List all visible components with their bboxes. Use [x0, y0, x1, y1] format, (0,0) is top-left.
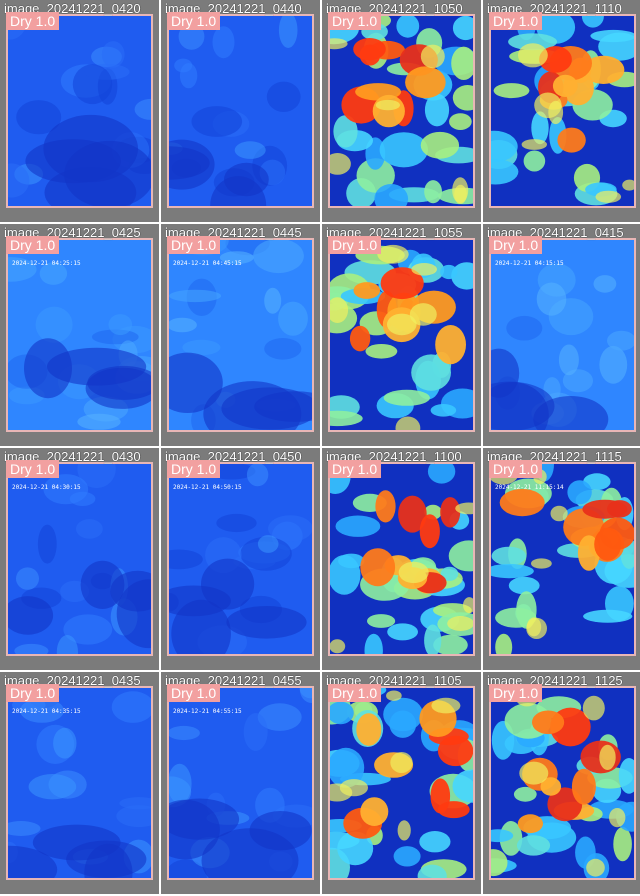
- image-timestamp: 2024-12-21 04:30:15: [12, 484, 81, 491]
- thermal-image: [167, 238, 314, 432]
- image-timestamp: 2024-12-21 04:50:15: [173, 484, 242, 491]
- image-timestamp: 2024-12-21 04:45:15: [173, 260, 242, 267]
- class-label-badge: Dry 1.0: [167, 460, 220, 478]
- image-tile[interactable]: image_20241221_0455 Dry 1.0 2024-12-21 04:…: [161, 672, 320, 894]
- class-label-badge: Dry 1.0: [489, 460, 542, 478]
- image-tile[interactable]: image_20241221_0440 Dry 1.0: [161, 0, 320, 222]
- thermal-image: [328, 238, 475, 432]
- thermal-image: [489, 14, 636, 208]
- class-label-badge: Dry 1.0: [489, 684, 542, 702]
- class-label-badge: Dry 1.0: [328, 684, 381, 702]
- thermal-image: [167, 462, 314, 656]
- image-timestamp: 2024-12-21 11:15:14: [495, 484, 564, 491]
- class-label-badge: Dry 1.0: [328, 460, 381, 478]
- image-tile[interactable]: image_20241221_0420 Dry 1.0: [0, 0, 159, 222]
- thermal-image: [328, 686, 475, 880]
- thermal-image: [167, 686, 314, 880]
- image-tile[interactable]: image_20241221_1105 Dry 1.0: [322, 672, 481, 894]
- image-tile[interactable]: image_20241221_0435 Dry 1.0 2024-12-21 04:…: [0, 672, 159, 894]
- image-timestamp: 2024-12-21 04:35:15: [12, 708, 81, 715]
- thermal-image: [6, 686, 153, 880]
- thermal-image: [167, 14, 314, 208]
- thermal-image: [328, 462, 475, 656]
- image-timestamp: 2024-12-21 04:55:15: [173, 708, 242, 715]
- thermal-image: [6, 14, 153, 208]
- image-tile[interactable]: image_20241221_0445 Dry 1.0 2024-12-21 04:…: [161, 224, 320, 446]
- class-label-badge: Dry 1.0: [489, 12, 542, 30]
- class-label-badge: Dry 1.0: [489, 236, 542, 254]
- class-label-badge: Dry 1.0: [6, 12, 59, 30]
- class-label-badge: Dry 1.0: [167, 12, 220, 30]
- thermal-image: [6, 462, 153, 656]
- image-tile[interactable]: image_20241221_0430 Dry 1.0 2024-12-21 04:…: [0, 448, 159, 670]
- thermal-image: [489, 686, 636, 880]
- class-label-badge: Dry 1.0: [167, 684, 220, 702]
- image-tile[interactable]: image_20241221_1125 Dry 1.0: [483, 672, 640, 894]
- image-tile[interactable]: image_20241221_1110 Dry 1.0: [483, 0, 640, 222]
- image-tile[interactable]: image_20241221_1115 Dry 1.0 2024-12-21 11:…: [483, 448, 640, 670]
- image-tile[interactable]: image_20241221_1055 Dry 1.0: [322, 224, 481, 446]
- thermal-image: [6, 238, 153, 432]
- class-label-badge: Dry 1.0: [6, 460, 59, 478]
- image-timestamp: 2024-12-21 04:15:15: [495, 260, 564, 267]
- image-tile[interactable]: image_20241221_0415 Dry 1.0 2024-12-21 04:…: [483, 224, 640, 446]
- thermal-image: [489, 238, 636, 432]
- thermal-image: [328, 14, 475, 208]
- image-tile[interactable]: image_20241221_0425 Dry 1.0 2024-12-21 04:…: [0, 224, 159, 446]
- class-label-badge: Dry 1.0: [6, 236, 59, 254]
- class-label-badge: Dry 1.0: [328, 236, 381, 254]
- thermal-image: [489, 462, 636, 656]
- class-label-badge: Dry 1.0: [6, 684, 59, 702]
- image-tile[interactable]: image_20241221_1100 Dry 1.0: [322, 448, 481, 670]
- class-label-badge: Dry 1.0: [167, 236, 220, 254]
- image-tile[interactable]: image_20241221_0450 Dry 1.0 2024-12-21 04:…: [161, 448, 320, 670]
- image-timestamp: 2024-12-21 04:25:15: [12, 260, 81, 267]
- class-label-badge: Dry 1.0: [328, 12, 381, 30]
- image-tile[interactable]: image_20241221_1050 Dry 1.0: [322, 0, 481, 222]
